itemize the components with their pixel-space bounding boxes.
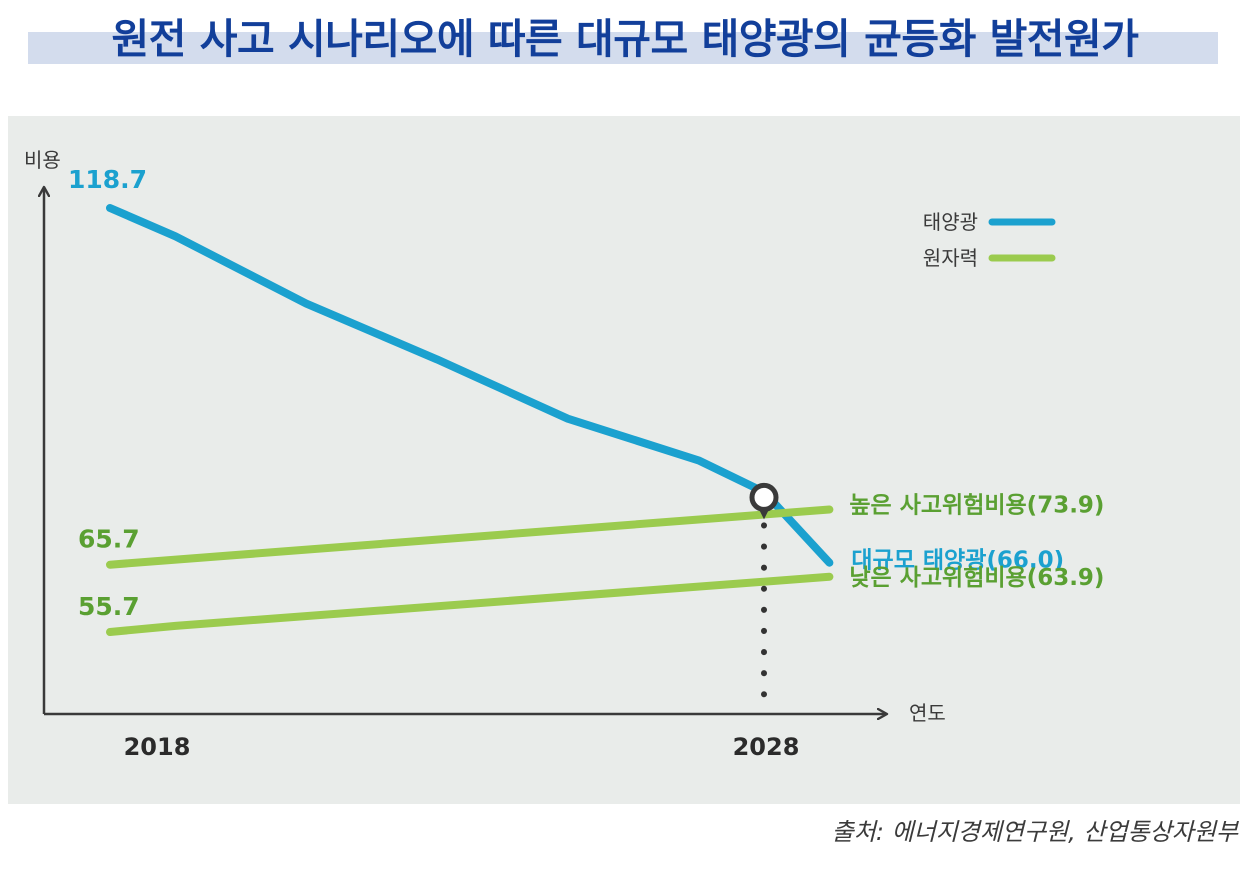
y-axis-label: 비용 bbox=[24, 148, 61, 172]
start-value-label-높은-사고위험비용: 65.7 bbox=[78, 525, 140, 554]
page-title: 원전 사고 시나리오에 따른 대규모 태양광의 균등화 발전원가 bbox=[111, 15, 1139, 63]
legend: 태양광 원자력 bbox=[923, 210, 1056, 270]
label-layer: 118.7 대규모 태양광(66.0) 65.7 높은 사고위험비용(73.9) 55.… bbox=[68, 165, 1104, 621]
start-value-label-낮은-사고위험비용: 55.7 bbox=[78, 592, 140, 621]
end-label-높은-사고위험비용: 높은 사고위험비용(73.9) bbox=[849, 493, 1104, 519]
source-note: 출처: 에너지경제연구원, 산업통상자원부 bbox=[831, 818, 1238, 846]
series-line-높은-사고위험비용 bbox=[106, 505, 834, 569]
x-tick-label-2028: 2028 bbox=[733, 733, 800, 761]
series-line-낮은-사고위험비용 bbox=[106, 572, 834, 636]
legend-label-nuclear: 원자력 bbox=[923, 246, 978, 270]
crossover-pin-marker bbox=[749, 482, 779, 520]
series-line-대규모-태양광 bbox=[106, 204, 834, 567]
end-label-대규모-태양광: 대규모 태양광(66.0) bbox=[851, 548, 1064, 574]
legend-label-solar: 태양광 bbox=[923, 210, 978, 234]
series-layer bbox=[106, 204, 834, 703]
chart-panel bbox=[8, 116, 1240, 804]
end-label-낮은-사고위험비용: 낮은 사고위험비용(63.9) bbox=[849, 565, 1104, 591]
title-highlight-band bbox=[28, 32, 1218, 64]
x-tick-label-2018: 2018 bbox=[124, 733, 191, 761]
x-axis-label: 연도 bbox=[909, 701, 946, 725]
start-value-label-대규모-태양광: 118.7 bbox=[68, 165, 147, 194]
